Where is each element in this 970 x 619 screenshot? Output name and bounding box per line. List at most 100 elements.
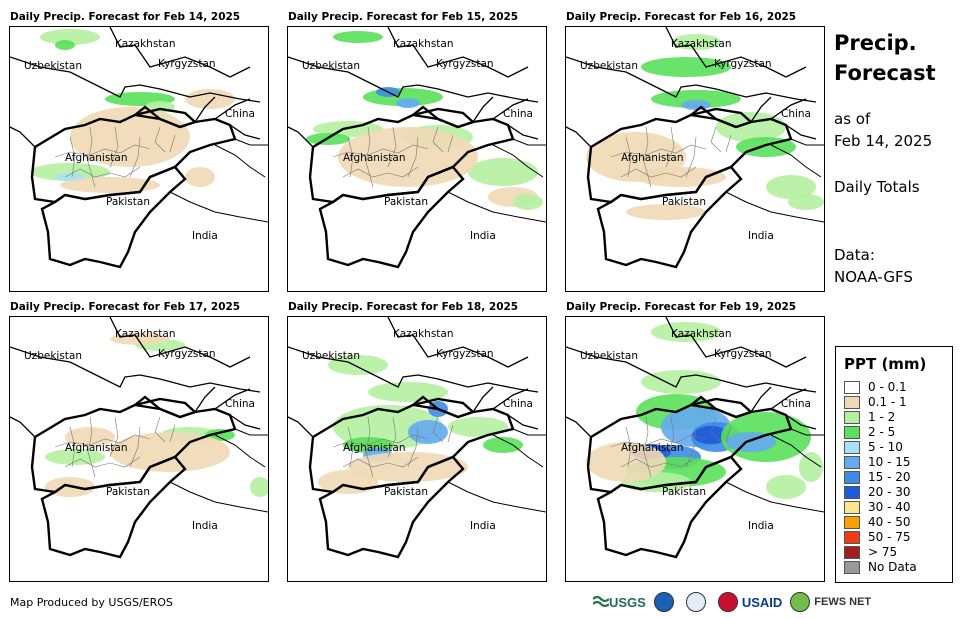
district-boundaries [54, 126, 176, 188]
legend-label: > 75 [868, 545, 898, 559]
map-label-kyrgyzstan: Kyrgyzstan [436, 348, 494, 360]
precip-area [65, 427, 115, 447]
map-label-kazakhstan: Kazakhstan [115, 328, 176, 340]
as-of-date: Feb 14, 2025 [834, 132, 933, 150]
precip-area [513, 194, 543, 210]
panel-title-2: Daily Precip. Forecast for Feb 15, 2025 [288, 11, 519, 23]
country-boundary [447, 481, 546, 513]
map-label-pakistan: Pakistan [106, 196, 150, 208]
precip-area [693, 426, 729, 444]
precip-area [448, 417, 508, 437]
legend-item: 0.1 - 1 [844, 395, 907, 409]
map-label-kazakhstan: Kazakhstan [671, 38, 732, 50]
country-boundary [725, 191, 824, 223]
map-label-kazakhstan: Kazakhstan [393, 38, 454, 50]
legend-label: 0 - 0.1 [868, 380, 907, 394]
map-label-kyrgyzstan: Kyrgyzstan [714, 58, 772, 70]
precip-area [641, 57, 731, 77]
precip-area [40, 29, 100, 45]
map-label-india: India [192, 520, 218, 532]
map-label-pakistan: Pakistan [662, 196, 706, 208]
legend-item: 40 - 50 [844, 515, 911, 529]
map-label-afghanistan: Afghanistan [65, 152, 128, 164]
legend-item: 1 - 2 [844, 410, 895, 424]
precip-area [641, 370, 721, 394]
legend-swatch [844, 410, 860, 424]
precip-area [651, 90, 741, 108]
map-label-afghanistan: Afghanistan [621, 442, 684, 454]
map-label-china: China [225, 398, 255, 410]
noaa-seal-icon [653, 592, 678, 612]
data-source-block: Data: NOAA-GFS [834, 244, 913, 288]
legend-item: 30 - 40 [844, 500, 911, 514]
legend-label: 2 - 5 [868, 425, 896, 439]
legend-swatch [844, 395, 860, 409]
legend-label: 15 - 20 [868, 470, 911, 484]
legend-label: No Data [868, 560, 917, 574]
legend-swatch [844, 440, 860, 454]
map-label-afghanistan: Afghanistan [343, 442, 406, 454]
legend-label: 50 - 75 [868, 530, 911, 544]
usgs-wave-icon [593, 595, 609, 608]
legend-swatch [844, 485, 860, 499]
map-credit: Map Produced by USGS/EROS [10, 596, 173, 609]
map-label-kyrgyzstan: Kyrgyzstan [158, 348, 216, 360]
panel-title-3: Daily Precip. Forecast for Feb 16, 2025 [566, 11, 797, 23]
legend-swatch [844, 470, 860, 484]
map-label-india: India [192, 230, 218, 242]
panel-title-5: Daily Precip. Forecast for Feb 18, 2025 [288, 301, 519, 313]
country-boundary [725, 481, 824, 513]
map-panel-2: Kazakhstan Uzbekistan Kyrgyzstan China Afgha… [287, 26, 547, 292]
district-boundaries [610, 126, 732, 188]
precip-area [110, 432, 230, 472]
precip-area [799, 452, 823, 482]
map-label-china: China [503, 398, 533, 410]
precip-area [766, 475, 806, 499]
data-label: Data: [834, 246, 875, 264]
precip-layer [586, 322, 823, 499]
precip-area [766, 175, 816, 199]
pakistan-boundary [318, 107, 476, 269]
precip-area [788, 194, 824, 210]
precip-area [468, 158, 538, 186]
map-label-kazakhstan: Kazakhstan [115, 38, 176, 50]
legend-item: 2 - 5 [844, 425, 895, 439]
legend-label: 40 - 50 [868, 515, 911, 529]
district-boundaries [54, 416, 176, 478]
legend-title: PPT (mm) [844, 355, 927, 373]
precip-area [483, 437, 523, 453]
data-source: NOAA-GFS [834, 268, 913, 286]
map-label-pakistan: Pakistan [384, 196, 428, 208]
panel-title-4: Daily Precip. Forecast for Feb 17, 2025 [10, 301, 241, 313]
precip-area [328, 355, 388, 375]
pakistan-boundary [40, 107, 198, 269]
map-label-india: India [748, 520, 774, 532]
map-label-india: India [748, 230, 774, 242]
fewsnet-logo: FEWS NET [790, 592, 871, 612]
legend: PPT (mm) 0 - 0.1 0.1 - 1 1 - 2 2 - 5 5 -… [835, 346, 953, 583]
legend-swatch [844, 530, 860, 544]
as-of-label: as of [834, 110, 871, 128]
map-label-kazakhstan: Kazakhstan [393, 328, 454, 340]
legend-item: 20 - 30 [844, 485, 911, 499]
map-label-india: India [470, 520, 496, 532]
map-label-china: China [781, 398, 811, 410]
map-label-pakistan: Pakistan [384, 486, 428, 498]
precip-area [30, 163, 110, 181]
fewsnet-logo-text: FEWS NET [814, 596, 872, 608]
district-boundaries [332, 416, 454, 478]
map-panel-6: Kazakhstan Uzbekistan Kyrgyzstan China Afgha… [565, 316, 825, 582]
pakistan-boundary [596, 107, 754, 269]
country-boundary [288, 27, 539, 148]
map-label-kazakhstan: Kazakhstan [671, 328, 732, 340]
legend-label: 30 - 40 [868, 500, 911, 514]
map-label-kyrgyzstan: Kyrgyzstan [714, 348, 772, 360]
precip-layer [30, 29, 235, 193]
precip-area [70, 107, 190, 167]
usaid-logo: USAID [717, 592, 782, 612]
state-seal-icon [685, 592, 710, 612]
map-label-china: China [225, 108, 255, 120]
precip-area [185, 167, 215, 187]
country-boundary [288, 317, 539, 438]
legend-label: 0.1 - 1 [868, 395, 907, 409]
